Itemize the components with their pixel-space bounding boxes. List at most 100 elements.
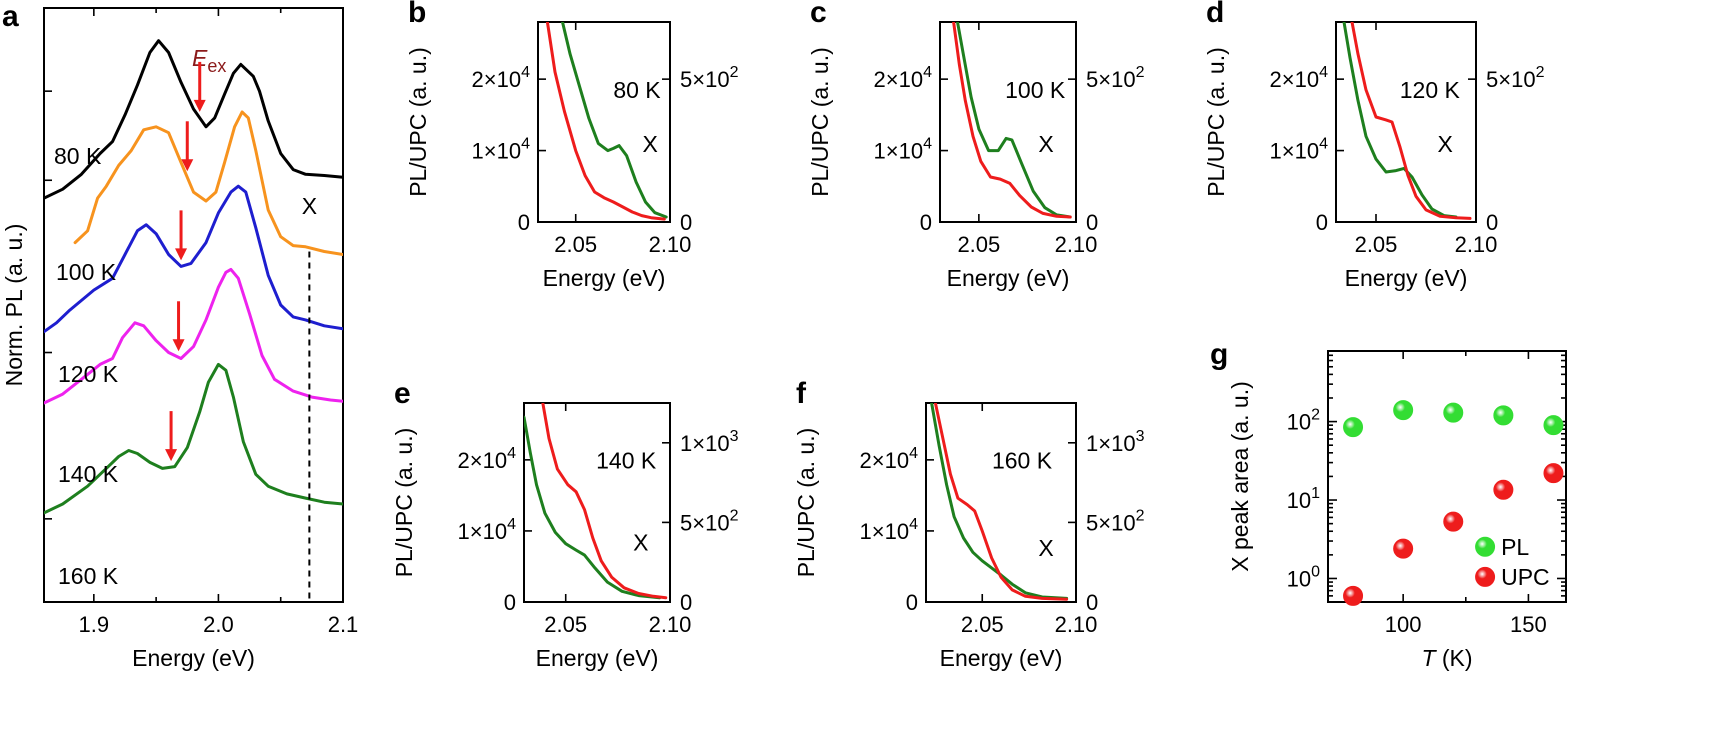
x-tick-label: 150 <box>1510 612 1547 637</box>
point-upc <box>1343 585 1364 606</box>
panel-letter: d <box>1206 0 1224 29</box>
eex-arrow-head <box>175 248 188 261</box>
y-tick-label: 0 <box>518 210 530 235</box>
panel-letter: b <box>408 0 426 29</box>
x-axis-label: Energy (eV) <box>940 645 1063 671</box>
point-pl <box>1343 417 1364 438</box>
y2-tick-label: 5×102 <box>1086 507 1145 535</box>
y-tick-label: 0 <box>920 210 932 235</box>
y2-tick-label: 1×103 <box>1086 428 1145 456</box>
temp-label: 120 K <box>1400 77 1461 103</box>
x-peak-label: X <box>1038 131 1053 157</box>
y-tick-label: 2×104 <box>472 64 531 92</box>
x-axis-label: Energy (eV) <box>132 645 255 671</box>
temp-label: 140 K <box>58 461 119 487</box>
plot-frame <box>1335 21 1477 223</box>
y-axis-label: PL/UPC (a. u.) <box>1203 47 1229 197</box>
legend-label-pl: PL <box>1501 534 1529 560</box>
legend-marker-pl <box>1475 536 1496 557</box>
y-tick-label: 1×104 <box>472 136 531 164</box>
series-upc <box>541 403 668 600</box>
y-tick-label: 101 <box>1287 485 1320 513</box>
y2-tick-label: 0 <box>1086 590 1098 615</box>
eex-label: Eex <box>192 45 226 76</box>
panel-a: a 1.9 2.0 2.1 Energy (eV) Norm. PL (a. u.) X Ee… <box>1 0 358 671</box>
series-120k <box>44 184 343 334</box>
x-tick-label: 2.05 <box>544 612 587 637</box>
curves <box>545 22 668 221</box>
curves <box>1342 22 1472 220</box>
panel-letter: f <box>796 377 807 410</box>
panel-c: c 2.05 2.10 Energy (eV) PL/UPC (a. u.) 0 1×104… <box>807 0 1145 291</box>
point-pl <box>1543 415 1564 436</box>
x-tick-label: 2.05 <box>554 232 597 257</box>
series-pl <box>1342 22 1458 219</box>
panel-g: g 100 150 T (K) X peak area (a. u.) 100 101 102… <box>1210 338 1567 671</box>
eex-arrow-head <box>181 159 194 172</box>
y-axis-label: PL/UPC (a. u.) <box>391 428 417 578</box>
series-pl <box>930 403 1069 600</box>
y2-tick-label: 5×102 <box>680 64 739 92</box>
panel-letter: g <box>1210 338 1228 371</box>
x-axis-label: Energy (eV) <box>1345 265 1468 291</box>
x-tick-label: 2.10 <box>1055 232 1098 257</box>
plot-frame <box>523 402 671 603</box>
plot-frame <box>925 402 1077 603</box>
point-upc <box>1493 479 1514 500</box>
point-upc <box>1443 511 1464 532</box>
x-marker-label: X <box>302 193 317 219</box>
x-axis-label: Energy (eV) <box>947 265 1070 291</box>
y-tick-label: 2×104 <box>458 445 517 473</box>
x-tick-label: 100 <box>1385 612 1422 637</box>
y2-tick-label: 0 <box>1486 210 1498 235</box>
x-tick-label: 2.1 <box>328 612 359 637</box>
eex-arrow-head <box>172 339 185 352</box>
x-tick-label: 2.10 <box>1455 232 1498 257</box>
y-tick-label: 102 <box>1287 407 1320 435</box>
y-axis-label: PL/UPC (a. u.) <box>807 47 833 197</box>
point-upc <box>1543 463 1564 484</box>
x-tick-label: 2.10 <box>1055 612 1098 637</box>
temp-label: 140 K <box>596 448 657 474</box>
x-tick-label: 2.0 <box>203 612 234 637</box>
plot-frame <box>939 21 1077 223</box>
plot-frame <box>43 7 344 603</box>
curves <box>524 403 668 600</box>
y-tick-label: 1×104 <box>860 516 919 544</box>
series-80k <box>44 39 343 200</box>
x-tick-label: 2.05 <box>957 232 1000 257</box>
y-tick-label: 2×104 <box>874 64 933 92</box>
eex-arrow-head <box>165 449 178 462</box>
series-pl <box>524 415 662 600</box>
legend-label-upc: UPC <box>1501 564 1550 590</box>
x-tick-label: 2.05 <box>961 612 1004 637</box>
curves <box>44 39 343 515</box>
y-tick-label: 1×104 <box>1270 136 1329 164</box>
y2-tick-label: 0 <box>1086 210 1098 235</box>
temp-label: 80 K <box>613 77 661 103</box>
series-140k <box>44 267 343 405</box>
y-axis-label: Norm. PL (a. u.) <box>1 224 27 387</box>
series-upc <box>545 22 666 221</box>
point-pl <box>1443 402 1464 423</box>
y2-tick-label: 1×103 <box>680 428 739 456</box>
y-tick-label: 100 <box>1287 563 1320 591</box>
point-pl <box>1493 405 1514 426</box>
panel-f: f 2.05 2.10 Energy (eV) PL/UPC (a. u.) 0 1×104… <box>793 377 1145 671</box>
panel-letter: a <box>2 0 19 33</box>
panel-b: b 2.05 2.10 Energy (eV) PL/UPC (a. u.) 0 1×104… <box>405 0 739 291</box>
x-peak-label: X <box>1038 535 1053 561</box>
y2-tick-label: 0 <box>680 590 692 615</box>
temp-label: 80 K <box>54 143 102 169</box>
panel-letter: e <box>394 377 411 410</box>
y-axis-label: PL/UPC (a. u.) <box>405 47 431 197</box>
eex-arrow-head <box>193 99 206 112</box>
x-axis-label: Energy (eV) <box>543 265 666 291</box>
x-peak-label: X <box>1438 131 1453 157</box>
y2-tick-label: 5×102 <box>1086 64 1145 92</box>
point-pl <box>1393 400 1414 421</box>
x-tick-label: 2.10 <box>649 612 692 637</box>
temp-label: 100 K <box>56 259 117 285</box>
x-peak-label: X <box>643 131 658 157</box>
